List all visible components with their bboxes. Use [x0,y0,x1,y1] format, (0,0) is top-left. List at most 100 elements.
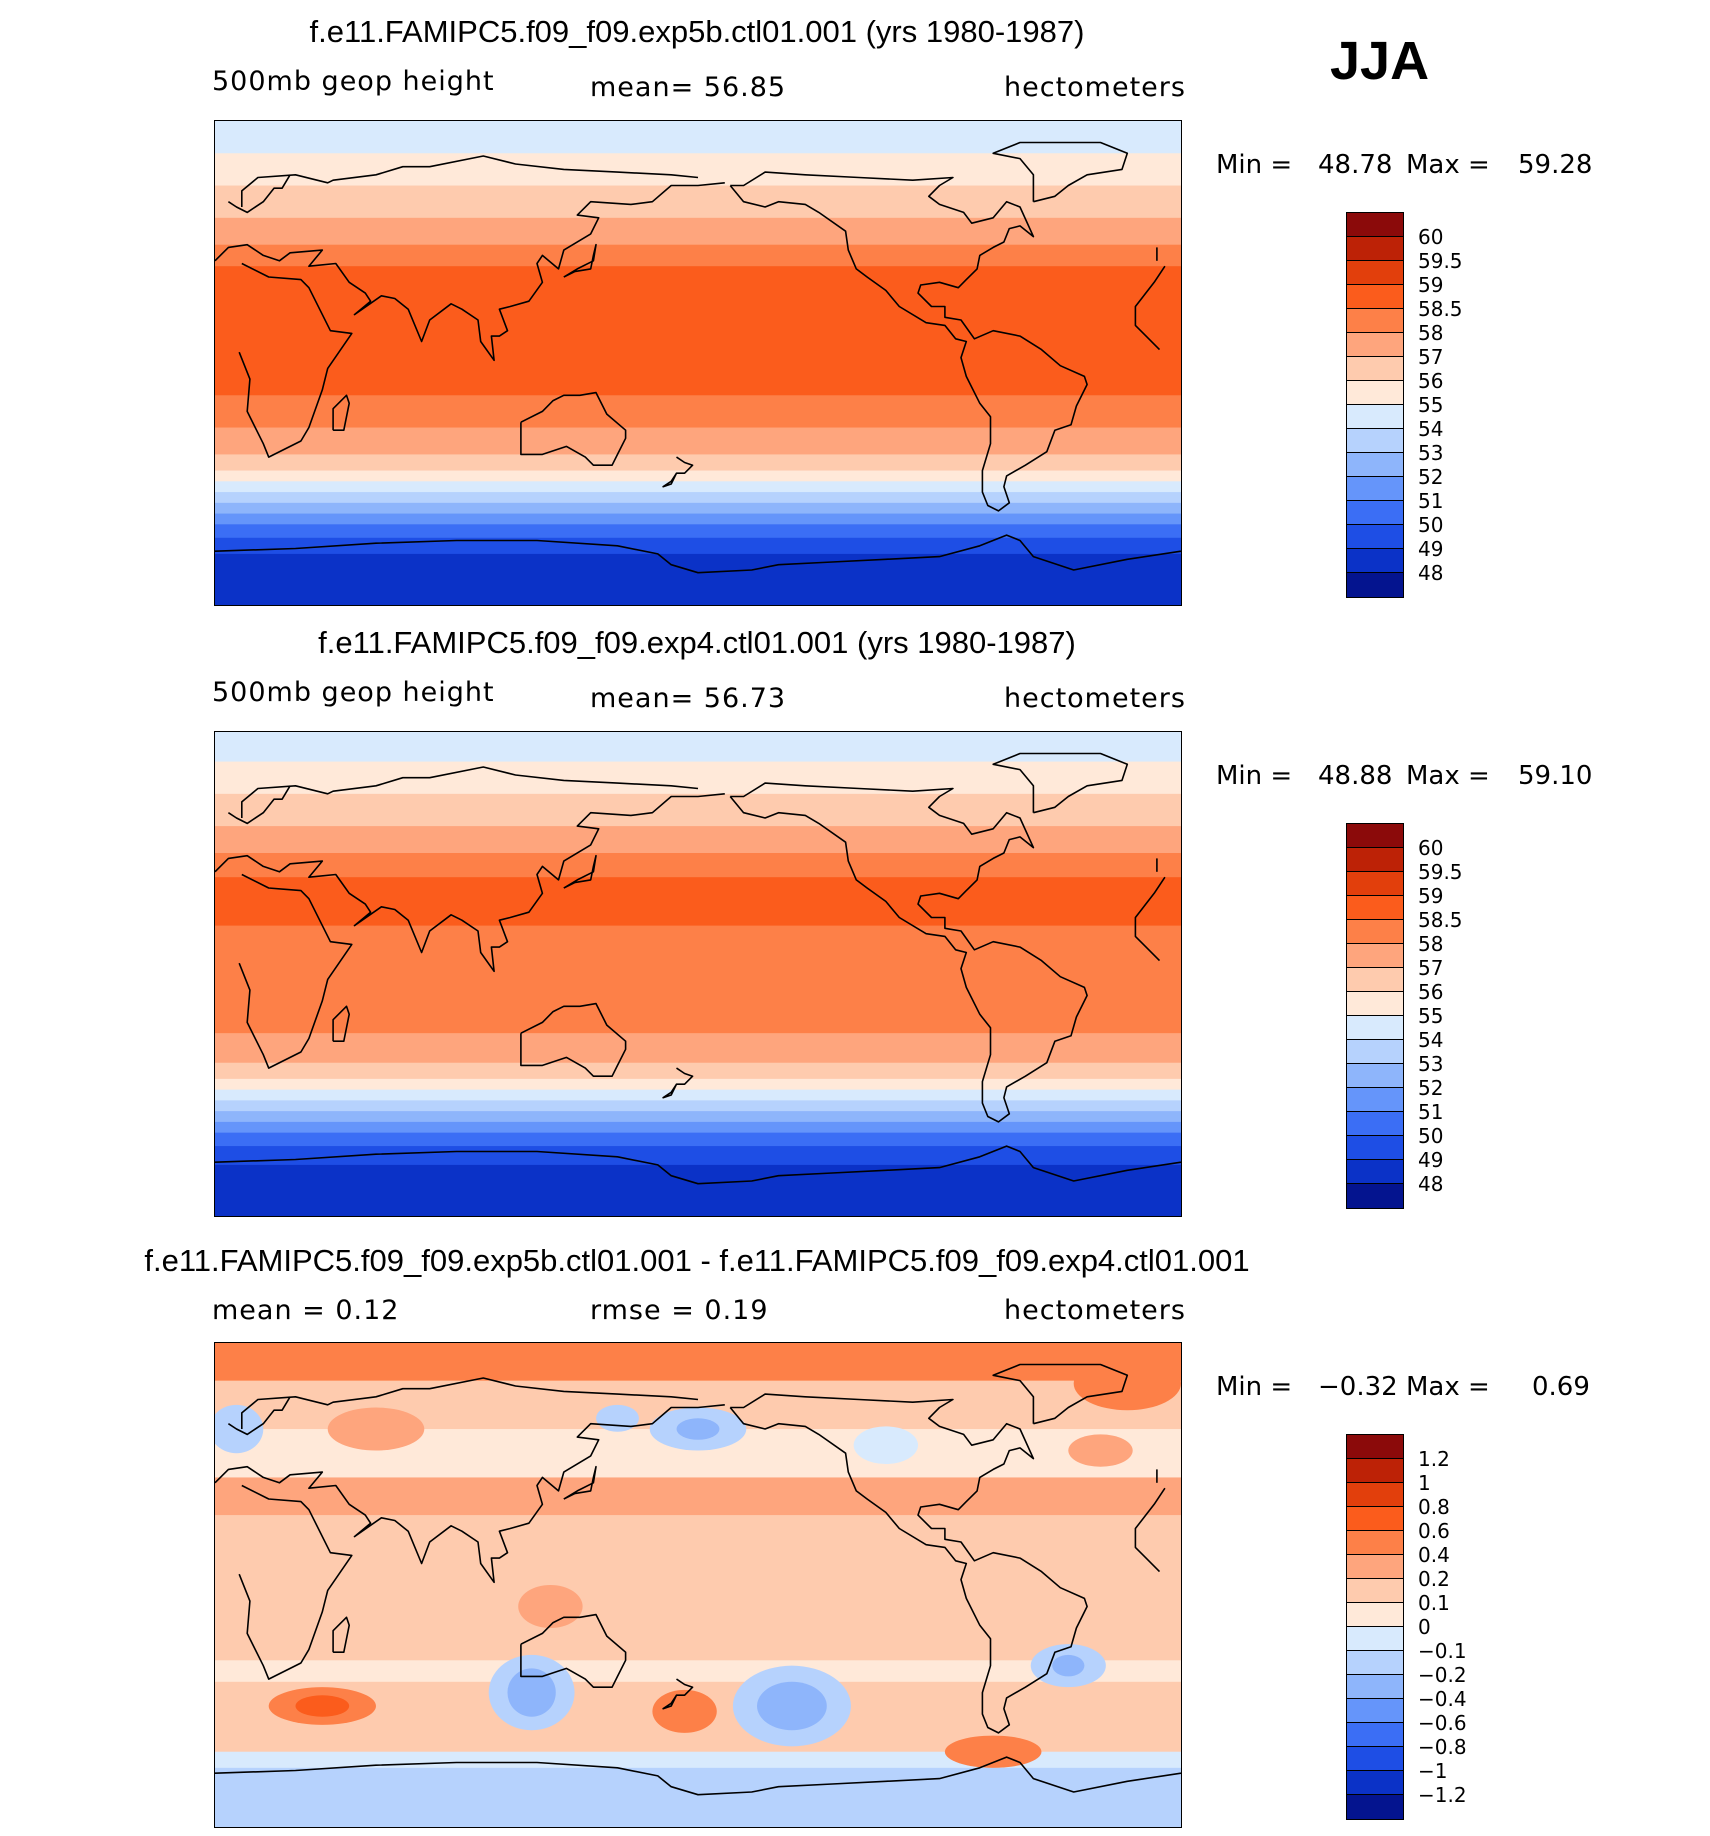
colorbar-swatch [1347,429,1403,453]
colorbar-swatch [1347,453,1403,477]
field-band [215,1515,1181,1661]
field-anomaly [518,1585,583,1629]
colorbar-swatch [1347,1747,1403,1771]
field-band [215,1132,1181,1147]
colorbar-tick-label: 0.1 [1418,1591,1450,1615]
field-band [215,1111,1181,1123]
panel-1-min-label: Min = [1216,150,1293,180]
panel-2-title: f.e11.FAMIPC5.f09_f09.exp4.ctl01.001 (yr… [318,625,1076,660]
colorbar-tick-label: 48 [1418,561,1444,585]
colorbar-swatch [1347,1531,1403,1555]
coastline [215,1145,1181,1185]
field-band [215,492,1181,504]
coastline [1134,876,1166,962]
coastline [563,243,597,278]
field-band [215,244,1181,267]
colorbar-swatch [1347,477,1403,501]
field-band [215,732,1181,763]
colorbar-swatch [1347,1507,1403,1531]
coastline [992,141,1129,203]
colorbar-swatch [1347,1184,1403,1208]
field-anomaly [1068,1434,1133,1467]
coastline [215,793,725,973]
panel-3-min-value: −0.32 [1318,1372,1398,1402]
colorbar-swatch [1347,872,1403,896]
field-anomaly [507,1668,556,1717]
field-anomaly [757,1681,827,1731]
panel-3-title: f.e11.FAMIPC5.f09_f09.exp5b.ctl01.001 - … [144,1243,1250,1278]
field-band [215,1343,1181,1382]
colorbar-tick-label: 1 [1418,1471,1431,1495]
field-band [215,826,1181,854]
coastline [238,1484,353,1680]
coastline [238,262,353,458]
field-anomaly [295,1695,350,1717]
colorbar-tick-label: 57 [1418,956,1444,980]
field-band [215,1089,1181,1101]
colorbar-tick-label: 0.4 [1418,1543,1450,1567]
colorbar-tick-label: 52 [1418,1076,1444,1100]
colorbar-tick-label: 0 [1418,1615,1431,1639]
colorbar-swatch [1347,573,1403,597]
colorbar-tick-label: 50 [1418,1124,1444,1148]
coastline [520,1002,627,1078]
panel-1-mean-label: mean= 56.85 [590,72,787,103]
field-band [215,537,1181,555]
coastline [215,182,725,362]
panel-1-colorbar [1346,212,1404,598]
colorbar-swatch [1347,285,1403,309]
coastline [332,394,350,432]
colorbar-swatch [1347,1555,1403,1579]
field-anomaly [676,1418,720,1440]
colorbar-swatch [1347,848,1403,872]
field-band [215,454,1181,472]
colorbar-swatch [1347,501,1403,525]
field-band [215,121,1181,154]
colorbar-tick-label: −0.2 [1418,1663,1467,1687]
panel-2-max-label: Max = [1406,761,1490,791]
coastline [992,1363,1129,1425]
colorbar-swatch [1347,1016,1403,1040]
colorbar-tick-label: 55 [1418,393,1444,417]
coastline [227,174,291,214]
colorbar-tick-label: 59.5 [1418,249,1463,273]
colorbar-swatch [1347,1651,1403,1675]
colorbar-swatch [1347,944,1403,968]
colorbar-swatch [1347,1112,1403,1136]
colorbar-swatch [1347,1483,1403,1507]
coastline [240,1377,699,1429]
field-band [215,1078,1181,1091]
colorbar-swatch [1347,405,1403,429]
colorbar-swatch [1347,1064,1403,1088]
colorbar-tick-label: 54 [1418,1028,1444,1052]
colorbar-swatch [1347,261,1403,285]
field-band [215,793,1181,827]
panel-2-variable-label: 500mb geop height [212,677,495,708]
colorbar-swatch [1347,1675,1403,1699]
colorbar-tick-label: −1 [1418,1759,1448,1783]
colorbar-tick-label: 0.8 [1418,1495,1450,1519]
coastline [729,782,1088,1123]
field-band [215,1121,1181,1134]
panel-3-max-value: 0.69 [1532,1372,1590,1402]
coastline [662,456,694,488]
field-band [215,266,1181,396]
colorbar-tick-label: 54 [1418,417,1444,441]
field-band [215,524,1181,539]
panel-1-max-value: 59.28 [1518,150,1593,180]
colorbar-tick-label: −0.1 [1418,1639,1467,1663]
colorbar-tick-label: 58.5 [1418,908,1463,932]
field-band [215,513,1181,525]
panel-1-max-label: Max = [1406,150,1490,180]
field-anomaly [596,1404,639,1432]
colorbar-tick-label: 1.2 [1418,1447,1450,1471]
colorbar-tick-label: 55 [1418,1004,1444,1028]
season-label: JJA [1330,31,1430,91]
field-band [215,553,1181,605]
colorbar-swatch [1347,1579,1403,1603]
coastline [563,1465,597,1500]
colorbar-tick-label: 0.2 [1418,1567,1450,1591]
colorbar-tick-label: 51 [1418,489,1444,513]
colorbar-swatch [1347,1040,1403,1064]
colorbar-swatch [1347,309,1403,333]
